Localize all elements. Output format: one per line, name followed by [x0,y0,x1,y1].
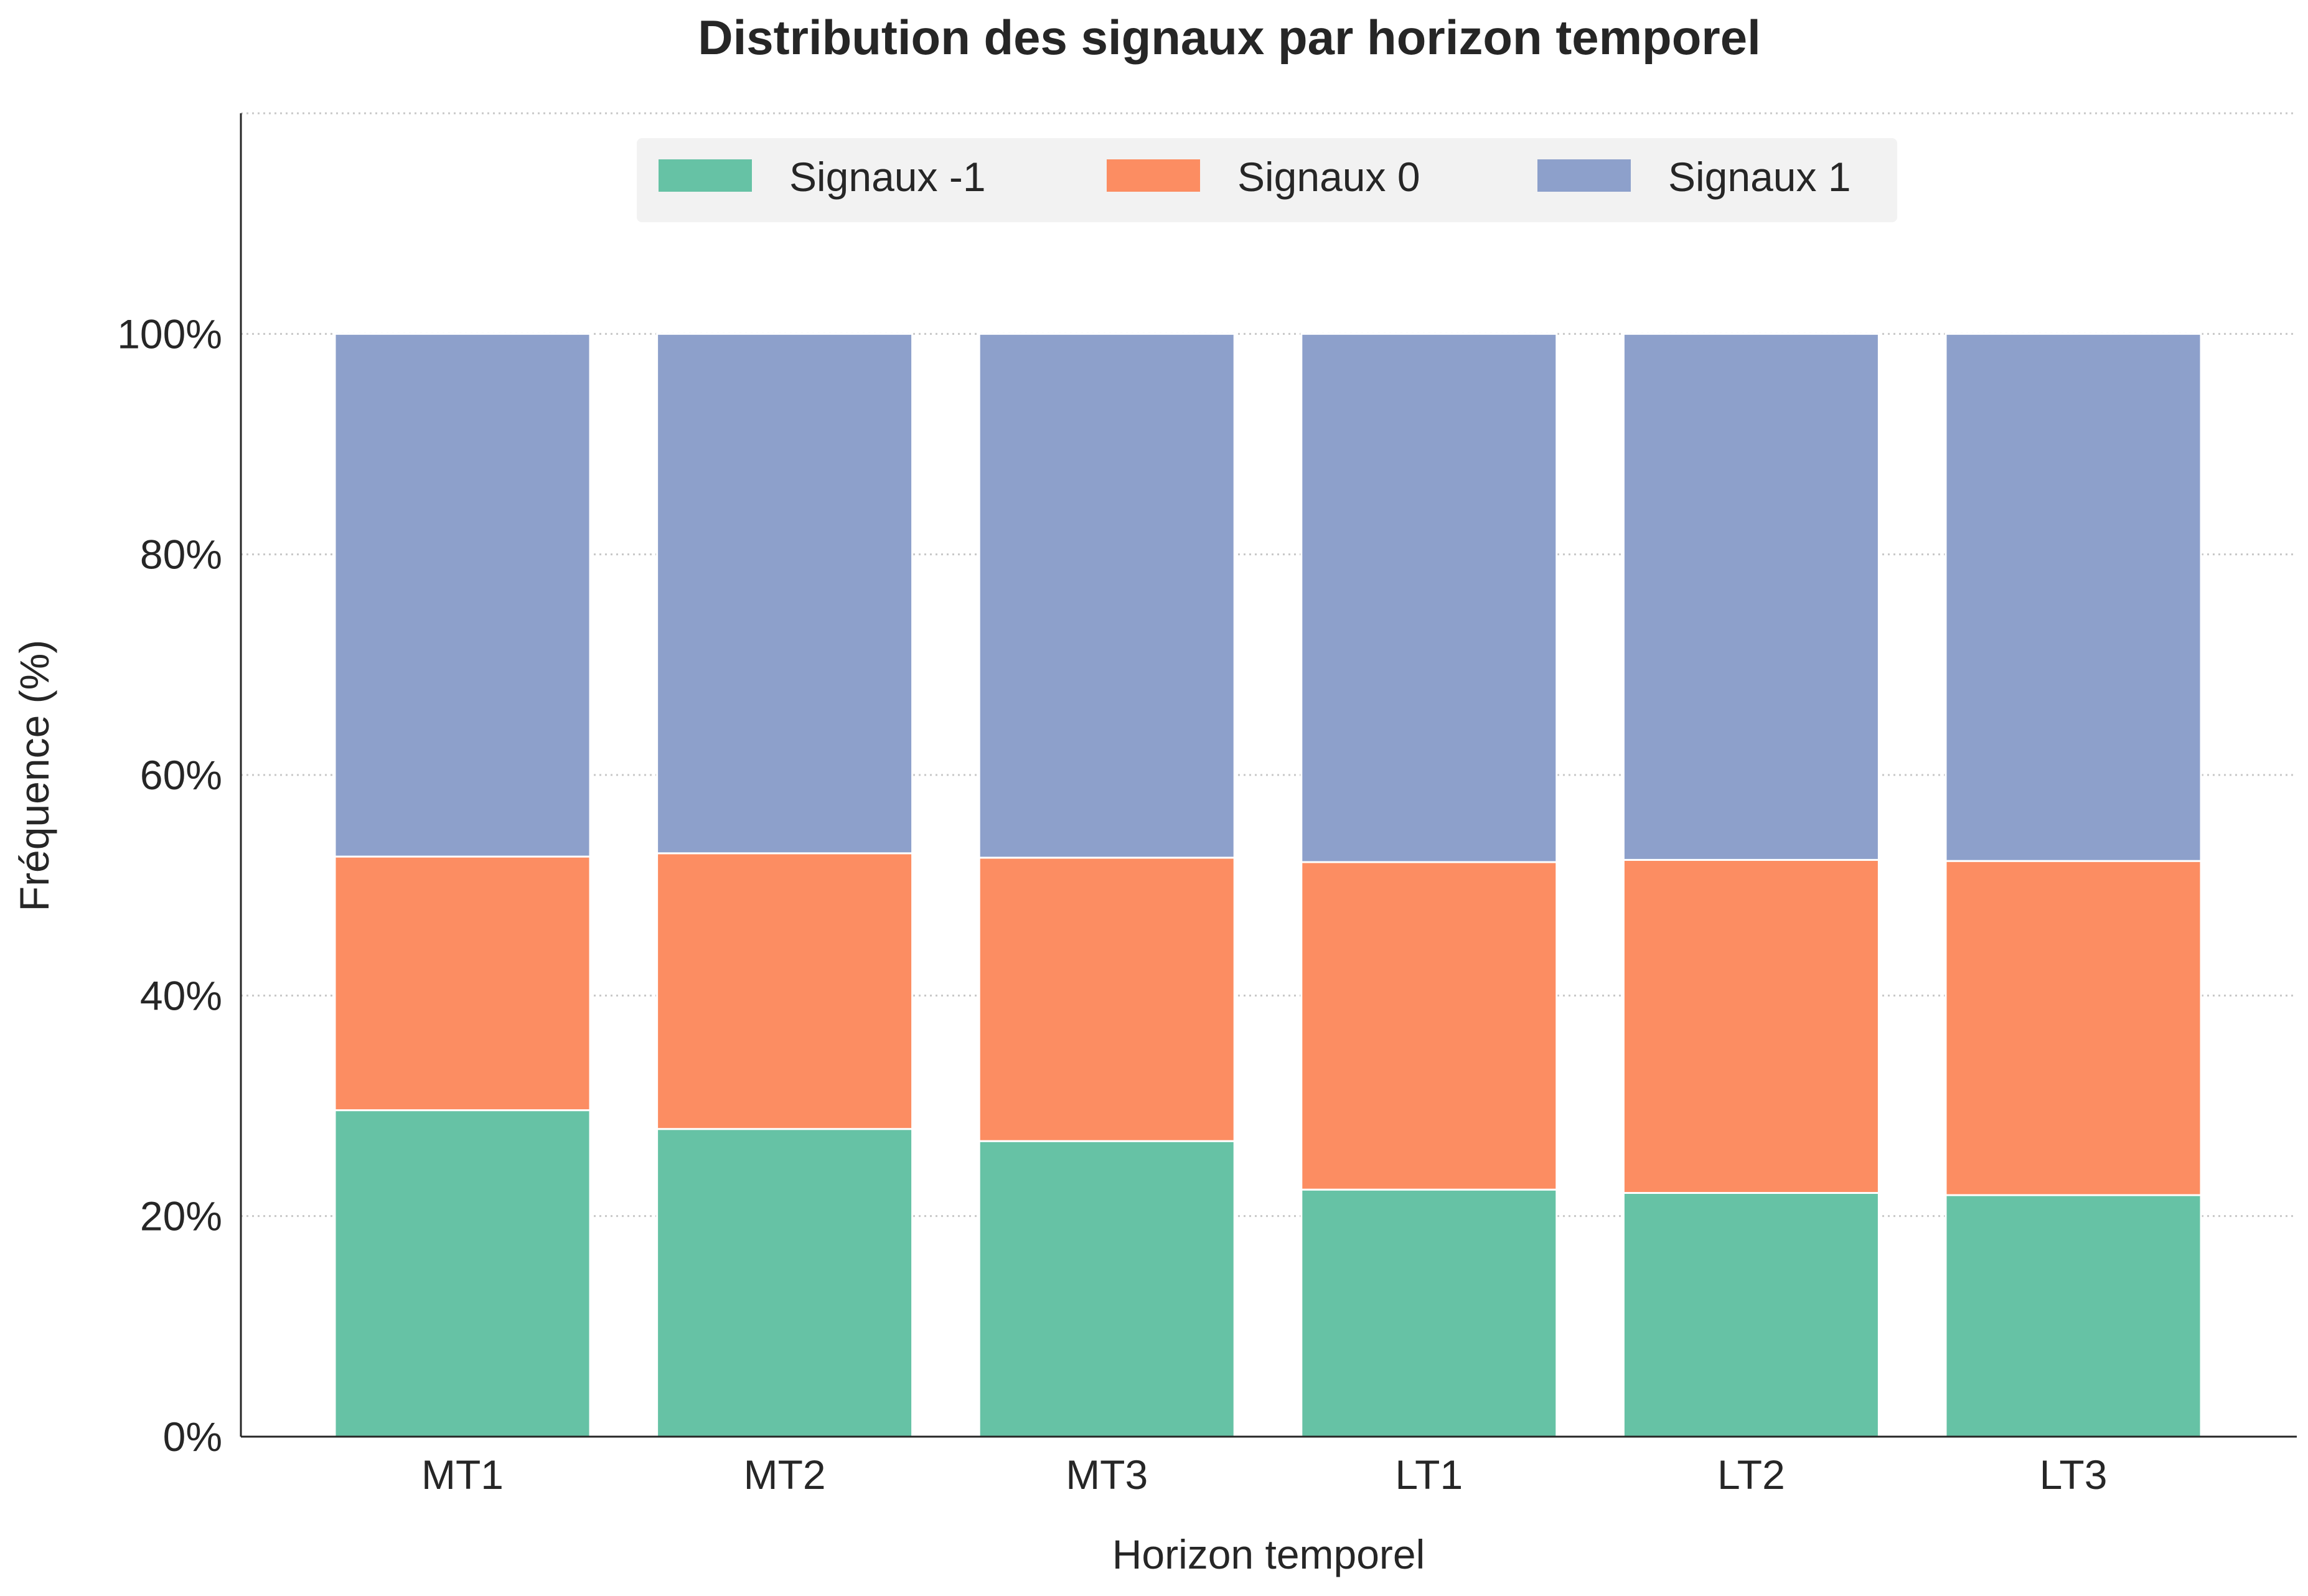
x-tick-labels: MT1 MT2 MT3 LT1 LT2 LT3 [421,1452,2107,1498]
bar-segment [656,1128,914,1438]
bar-segment [334,332,591,858]
bar-segment [978,1140,1236,1438]
legend-swatch [1537,159,1631,192]
bar-segment [1300,861,1558,1191]
bar-segment [334,1109,591,1438]
x-tick-label: LT1 [1395,1452,1463,1498]
legend-background [637,138,1897,222]
bar-segment [656,852,914,1130]
y-tick-label: 80% [140,532,222,578]
x-tick-label: LT2 [1717,1452,1785,1498]
bar-segment [1944,1194,2202,1438]
y-tick-label: 40% [140,972,222,1018]
bar-segment [334,855,591,1112]
y-tick-labels: 0% 20% 40% 60% 80% 100% [117,311,222,1460]
legend-label: Signaux 1 [1668,154,1851,200]
legend-label: Signaux -1 [789,154,986,200]
y-axis-label: Fréquence (%) [11,640,57,912]
x-axis-label: Horizon temporel [1112,1531,1425,1577]
bar-segment [1300,1188,1558,1438]
y-tick-label: 60% [140,752,222,798]
bars [334,332,2202,1438]
bar-segment [1622,332,1880,861]
axes [240,113,2297,1438]
legend: Signaux -1 Signaux 0 Signaux 1 [637,138,1897,222]
y-tick-label: 0% [163,1414,222,1460]
chart-title: Distribution des signaux par horizon tem… [698,10,1761,65]
legend-swatch [1107,159,1200,192]
bar-segment [1622,1191,1880,1438]
legend-label: Signaux 0 [1237,154,1420,200]
bar-segment [1944,860,2202,1196]
bar-segment [978,857,1236,1142]
bar-segment [978,332,1236,859]
bar-segment [1622,858,1880,1194]
x-tick-label: LT3 [2040,1452,2108,1498]
y-tick-label: 20% [140,1193,222,1239]
legend-swatch [659,159,752,192]
bar-segment [1944,332,2202,862]
y-tick-label: 100% [117,311,222,357]
x-tick-label: MT1 [421,1452,504,1498]
bar-segment [1300,332,1558,863]
x-tick-label: MT2 [744,1452,826,1498]
x-tick-label: MT3 [1066,1452,1148,1498]
bar-segment [656,332,914,855]
